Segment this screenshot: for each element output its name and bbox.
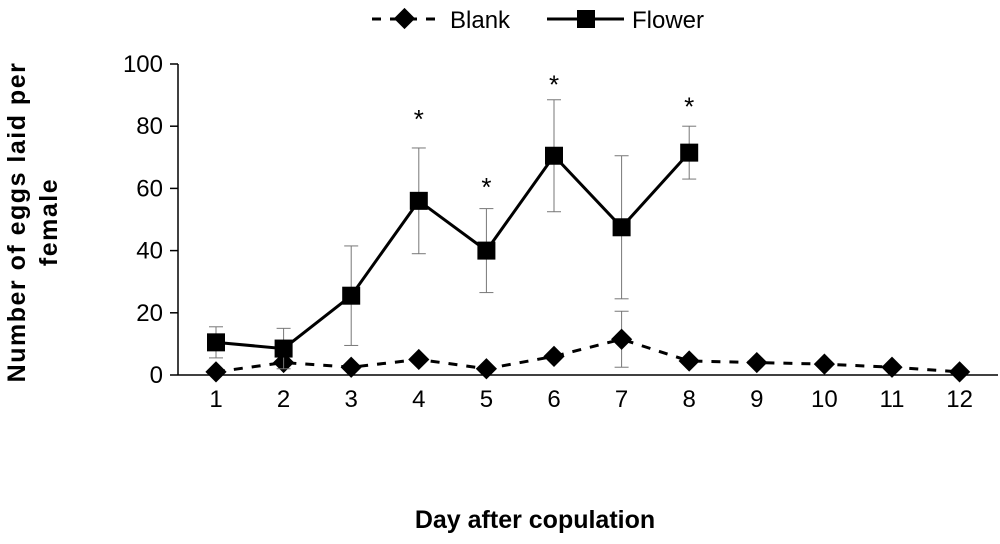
data-point: [814, 354, 835, 375]
y-tick-label: 0: [150, 362, 163, 389]
significance-marker: *: [481, 172, 491, 202]
data-point: [680, 144, 698, 162]
x-tick-label: 12: [946, 386, 973, 413]
data-point: [477, 242, 495, 260]
legend-blank-label: Blank: [450, 7, 511, 34]
x-tick-label: 1: [209, 386, 222, 413]
series: [205, 100, 970, 383]
data-point: [613, 218, 631, 236]
x-axis-title: Day after copulation: [415, 506, 655, 534]
series-blank: [205, 311, 970, 382]
data-point: [205, 361, 226, 382]
x-tick-label: 4: [412, 386, 425, 413]
significance-marker: *: [684, 91, 694, 121]
data-point: [746, 352, 767, 373]
x-tick-label: 7: [615, 386, 628, 413]
data-point: [543, 346, 564, 367]
significance-marker: *: [549, 70, 559, 100]
data-point: [275, 340, 293, 358]
x-tick-label: 5: [480, 386, 493, 413]
series-flower: [207, 100, 698, 369]
data-point: [342, 287, 360, 305]
y-tick-label: 80: [136, 113, 163, 140]
legend-flower-label: Flower: [632, 7, 704, 34]
legend-blank-diamond-marker: [394, 8, 415, 29]
y-tick-label: 20: [136, 300, 163, 327]
data-point: [545, 147, 563, 165]
x-tick-label: 9: [750, 386, 763, 413]
legend: Blank Flower: [372, 7, 704, 34]
y-tick-label: 100: [123, 51, 163, 78]
series-line: [216, 339, 960, 372]
data-point: [476, 358, 497, 379]
x-tick-label: 8: [683, 386, 696, 413]
x-tick-label: 3: [345, 386, 358, 413]
y-tick-label: 40: [136, 238, 163, 265]
y-tick-label: 60: [136, 175, 163, 202]
x-tick-label: 10: [811, 386, 838, 413]
series-line: [216, 153, 689, 349]
data-point: [410, 192, 428, 210]
data-point: [408, 349, 429, 370]
x-tick-label: 2: [277, 386, 290, 413]
data-point: [679, 350, 700, 371]
significance-marker: *: [414, 104, 424, 134]
data-point: [949, 361, 970, 382]
y-axis-title-line-1: Number of eggs laid per: [3, 62, 31, 383]
x-tick-label: 11: [880, 386, 905, 413]
data-point: [611, 329, 632, 350]
axes: [178, 64, 998, 375]
y-axis-title-line-2: female: [35, 178, 63, 266]
x-tick-label: 6: [547, 386, 560, 413]
legend-flower-square-marker: [577, 10, 595, 28]
data-point: [207, 333, 225, 351]
